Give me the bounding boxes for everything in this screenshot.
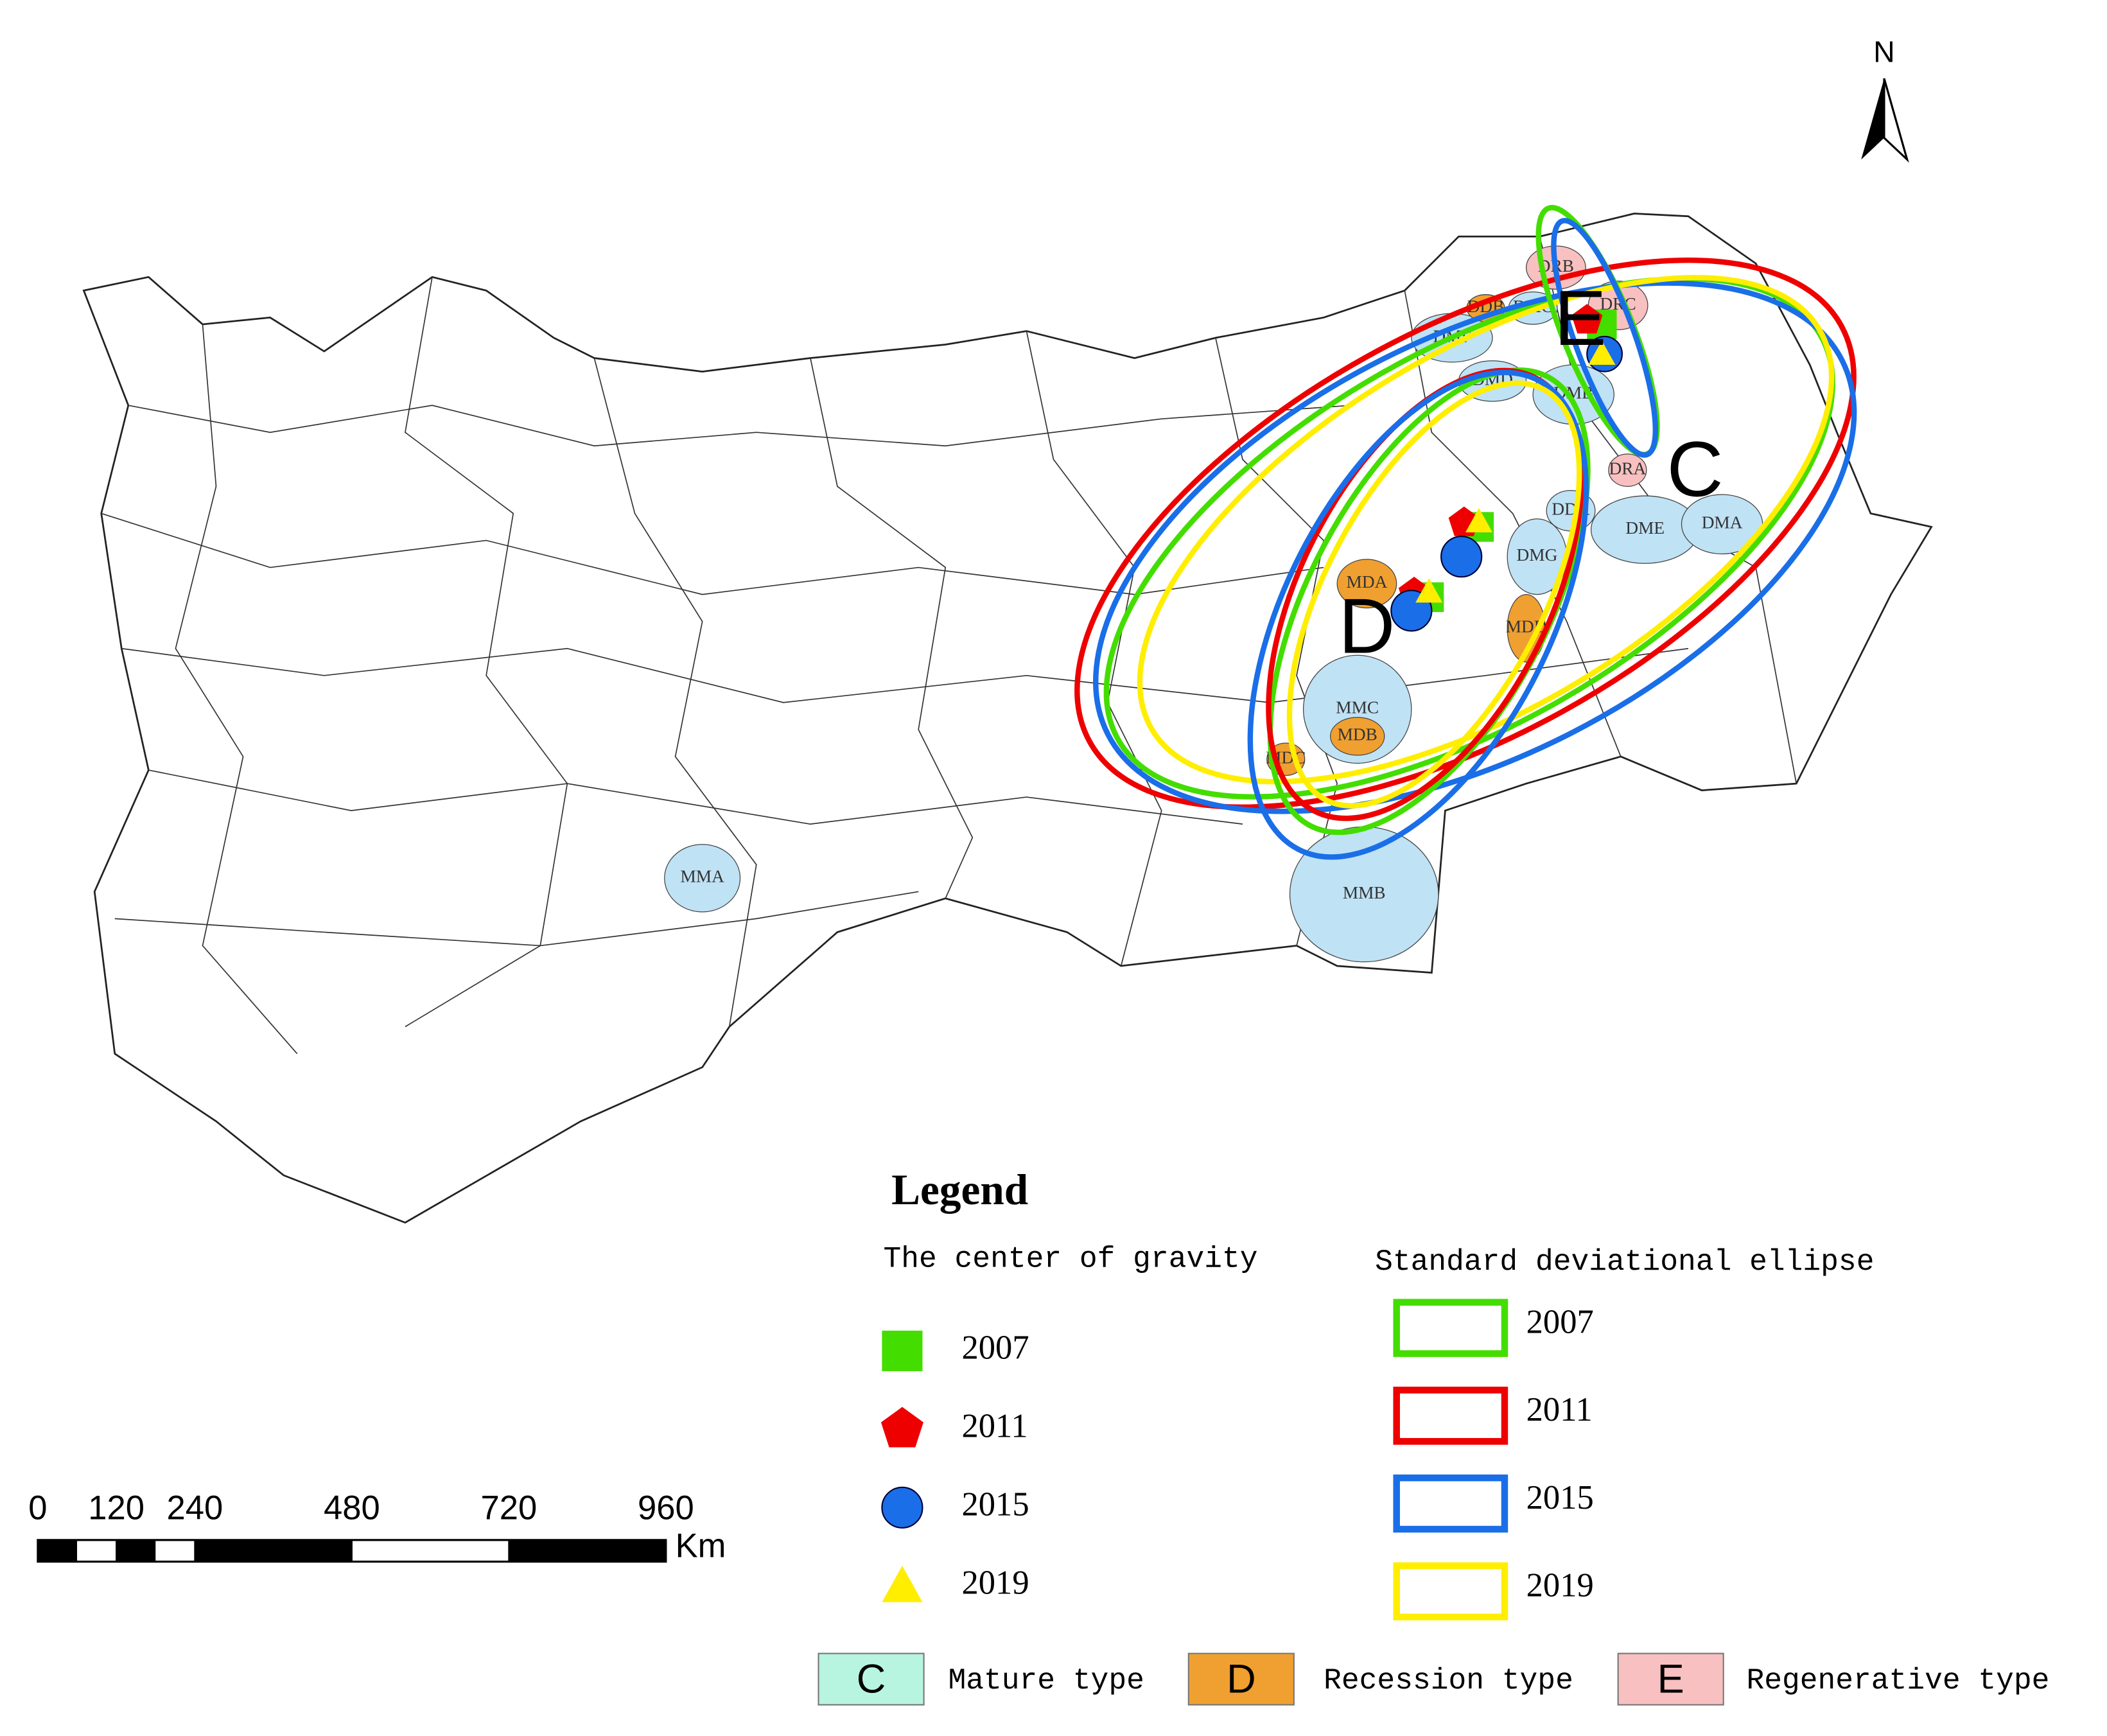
region-label: DRA <box>1609 459 1647 478</box>
type-label: Mature type <box>948 1663 1144 1697</box>
region-shape <box>664 844 741 913</box>
type-letter: E <box>1657 1656 1684 1701</box>
gravity-triangle <box>1415 578 1443 603</box>
region-label: MDA <box>1347 572 1388 592</box>
basemap <box>82 213 1933 1224</box>
region-label: MMB <box>1343 883 1386 902</box>
region-label: DME <box>1625 518 1665 538</box>
zone-letter: E <box>1554 274 1606 362</box>
scale-tick-label: 480 <box>324 1489 380 1527</box>
type-swatch <box>1617 1653 1724 1706</box>
north-arrow: N <box>1861 35 1909 163</box>
gravity-triangle <box>1588 340 1616 365</box>
region-label: DMG <box>1517 545 1558 565</box>
type-swatch <box>1187 1653 1295 1706</box>
zone-letter: C <box>1666 426 1723 513</box>
deviational-ellipse <box>1137 275 1835 785</box>
legend-year: 2015 <box>961 1486 1029 1523</box>
legend-year: 2007 <box>1526 1303 1594 1340</box>
region-shape <box>1336 559 1397 609</box>
legend-year: 2007 <box>961 1329 1029 1366</box>
type-swatch <box>817 1653 925 1706</box>
scale-tick-label: 960 <box>638 1489 694 1527</box>
region-label: DMA <box>1702 513 1743 532</box>
deviational-ellipse <box>1286 380 1582 809</box>
scale-tick-label: 120 <box>88 1489 144 1527</box>
legend-ellipse-swatch <box>1393 1562 1508 1620</box>
type-label: Recession type <box>1324 1663 1573 1697</box>
scale-bar-segment <box>195 1539 352 1562</box>
region-label: MMA <box>680 867 724 886</box>
deviational-ellipse <box>1074 257 1857 810</box>
legend-ellipse-swatch <box>1393 1299 1508 1357</box>
legend-ellipse-swatch <box>1393 1387 1508 1445</box>
scale-tick-label: 720 <box>481 1489 538 1527</box>
legend-year: 2011 <box>1526 1391 1593 1428</box>
legend-title: Legend <box>891 1166 1028 1214</box>
gravity-triangle <box>882 1565 923 1602</box>
gravity-pentagon <box>1571 304 1603 334</box>
region-label: MDB <box>1338 725 1377 744</box>
legend-year: 2011 <box>961 1407 1027 1444</box>
deviational-ellipse <box>1247 369 1589 860</box>
legend-year: 2015 <box>1526 1479 1594 1516</box>
type-label: Regenerative type <box>1746 1663 2049 1697</box>
gravity-circle <box>1440 536 1483 578</box>
gravity-pentagon <box>880 1407 923 1448</box>
gravity-title: The center of gravity <box>883 1242 1257 1276</box>
legend-year: 2019 <box>961 1564 1029 1601</box>
scale-tick-label: 0 <box>28 1489 47 1527</box>
deviational-ellipse <box>1551 218 1658 458</box>
study-area <box>82 213 1933 1224</box>
scale-bar-segment <box>116 1539 156 1562</box>
gravity-circle <box>881 1486 923 1529</box>
region-shape <box>1608 453 1647 487</box>
gravity-triangle <box>1465 507 1493 532</box>
ellipse-title: Standard deviational ellipse <box>1375 1245 1874 1279</box>
scale-tick-label: 240 <box>167 1489 223 1527</box>
type-letter: D <box>1227 1656 1256 1701</box>
scale-bar-segment <box>37 1539 78 1562</box>
scale-bar-segment <box>509 1539 666 1562</box>
gravity-square <box>882 1330 923 1371</box>
legend-year: 2019 <box>1526 1567 1594 1604</box>
type-letter: C <box>857 1656 886 1701</box>
region-label: MMC <box>1336 698 1379 717</box>
north-label: N <box>1873 35 1894 69</box>
deviational-ellipse <box>1093 280 1857 814</box>
scale-unit: Km <box>676 1527 726 1565</box>
legend-ellipse-swatch <box>1393 1474 1508 1533</box>
zone-letter: D <box>1338 583 1395 670</box>
region-shape <box>1330 717 1385 756</box>
